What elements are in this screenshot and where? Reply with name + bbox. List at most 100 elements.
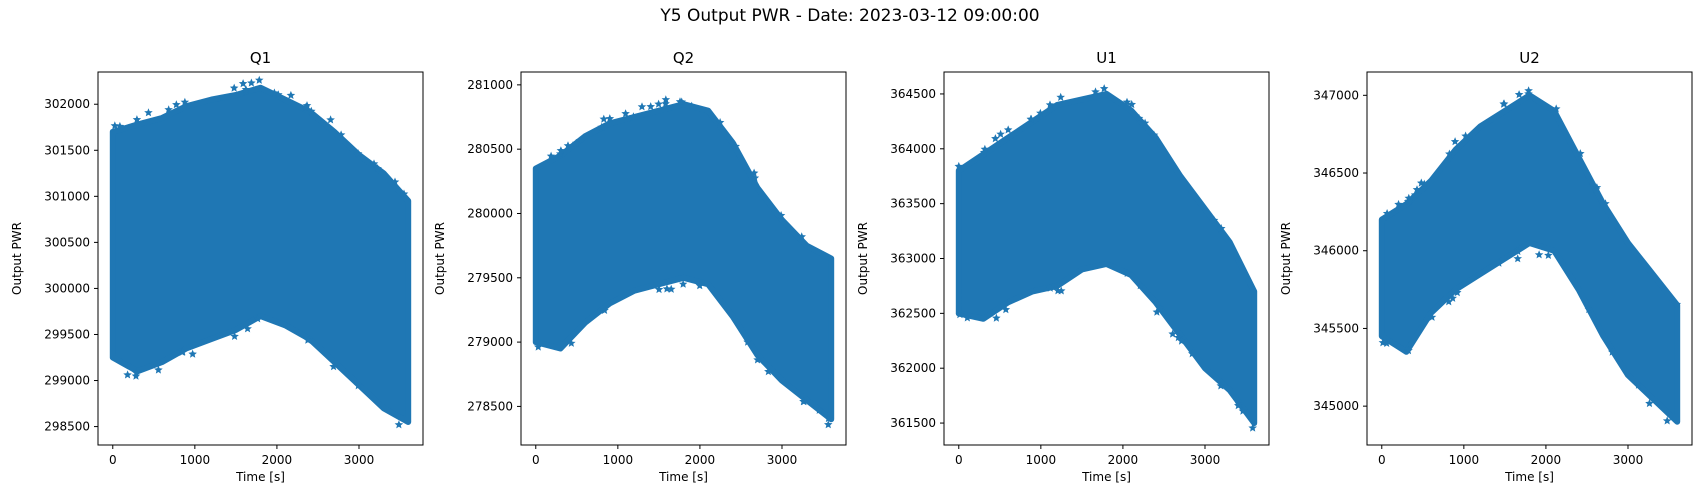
data-point-marker	[132, 368, 141, 377]
data-point-marker	[1216, 381, 1226, 390]
subplot-q1: 0 1000 2000 3000 298500 299000 299500 300000 300…	[10, 49, 424, 484]
data-point-marker	[241, 85, 251, 94]
data-point-marker	[1445, 149, 1454, 158]
y-tick-label: 345000	[1313, 399, 1359, 413]
data-point-marker	[605, 114, 615, 123]
data-point-marker	[243, 324, 252, 333]
data-point-marker	[666, 284, 676, 293]
data-point-marker	[556, 149, 565, 158]
data-point-marker	[1534, 250, 1544, 259]
y-tick-label: 301000	[44, 189, 90, 203]
data-band	[955, 90, 1258, 427]
data-point-marker	[1584, 305, 1594, 314]
x-tick-label: 1000	[603, 453, 634, 467]
data-point-marker	[661, 99, 670, 108]
data-point-marker	[1444, 297, 1453, 306]
subplot-title: U1	[1096, 49, 1117, 67]
data-point-marker	[776, 211, 786, 220]
data-point-marker	[394, 420, 404, 429]
y-tick-label: 302000	[44, 97, 90, 111]
data-point-marker	[329, 362, 338, 371]
data-point-marker	[824, 414, 833, 423]
data-point-marker	[799, 397, 809, 406]
data-point-marker	[1216, 224, 1226, 233]
data-point-marker	[1248, 423, 1257, 432]
data-point-marker	[1136, 281, 1145, 290]
data-point-marker	[1450, 137, 1460, 146]
y-tick-label: 361500	[890, 416, 936, 430]
y-tick-label: 299000	[44, 374, 90, 388]
data-point-marker	[353, 149, 363, 158]
x-tick-label: 0	[109, 453, 117, 467]
data-point-marker	[637, 102, 647, 111]
y-tick-label: 364500	[890, 87, 936, 101]
data-point-marker	[110, 121, 120, 130]
data-point-marker	[753, 355, 762, 364]
data-point-marker	[172, 100, 181, 109]
data-point-marker	[390, 177, 400, 186]
data-point-marker	[1551, 104, 1561, 113]
data-point-marker	[992, 313, 1001, 322]
data-point-marker	[274, 90, 283, 99]
x-tick-label: 2000	[1531, 453, 1562, 467]
subplot-q2: 0 1000 2000 3000 278500 279000 279500 280000 280…	[433, 49, 847, 484]
data-point-marker	[1134, 113, 1144, 123]
data-point-marker	[797, 232, 806, 241]
x-tick-label: 0	[1378, 453, 1386, 467]
data-point-marker	[1382, 338, 1391, 347]
data-point-marker	[369, 159, 379, 168]
data-point-marker	[1177, 336, 1186, 345]
data-point-marker	[1127, 100, 1136, 109]
axes-frame	[520, 71, 847, 446]
data-point-marker	[1524, 86, 1533, 95]
data-point-marker	[1234, 399, 1244, 408]
data-point-marker	[1448, 293, 1457, 302]
y-axis-label: Output PWR	[856, 222, 870, 295]
data-point-marker	[1099, 84, 1109, 93]
data-point-marker	[247, 78, 256, 87]
data-point-marker	[1238, 406, 1248, 415]
data-point-marker	[255, 75, 264, 84]
y-tick-label: 298500	[44, 420, 90, 434]
data-point-marker	[534, 342, 543, 351]
data-point-marker	[132, 115, 142, 124]
data-point-marker	[764, 367, 773, 376]
data-point-marker	[1378, 338, 1388, 347]
data-point-marker	[1499, 99, 1509, 108]
data-point-marker	[955, 310, 965, 319]
data-point-marker	[178, 347, 187, 356]
data-point-marker	[1045, 100, 1055, 109]
data-point-marker	[1461, 131, 1470, 140]
x-tick-label: 1000	[1026, 453, 1057, 467]
data-point-marker	[546, 151, 556, 160]
axes-frame	[97, 71, 424, 446]
data-point-marker	[1152, 307, 1162, 316]
data-point-marker	[1382, 209, 1392, 218]
data-point-marker	[563, 141, 573, 150]
y-tick-label: 300000	[44, 281, 90, 295]
data-point-marker	[336, 130, 346, 139]
data-point-marker	[1645, 399, 1654, 408]
figure-title: Y5 Output PWR - Date: 2023-03-12 09:00:0…	[660, 6, 1040, 26]
data-point-marker	[188, 349, 197, 358]
subplot-u1: 0 1000 2000 3000 361500 362000 362500 363000 363…	[856, 49, 1270, 484]
x-tick-label: 0	[955, 453, 963, 467]
data-point-marker	[750, 173, 760, 182]
data-point-marker	[1091, 87, 1100, 96]
data-point-marker	[695, 281, 704, 290]
data-point-marker	[1524, 89, 1533, 98]
data-point-marker	[1417, 178, 1426, 187]
data-point-marker	[1427, 312, 1437, 321]
y-tick-label: 362500	[890, 306, 936, 320]
data-point-marker	[567, 338, 576, 347]
data-point-marker	[815, 405, 824, 414]
y-tick-label: 362000	[890, 361, 936, 375]
data-point-marker	[991, 134, 1000, 143]
data-point-marker	[743, 337, 752, 346]
data-point-marker	[1155, 303, 1165, 312]
data-point-marker	[1662, 416, 1672, 425]
data-point-marker	[253, 314, 262, 323]
data-point-marker	[164, 105, 173, 114]
